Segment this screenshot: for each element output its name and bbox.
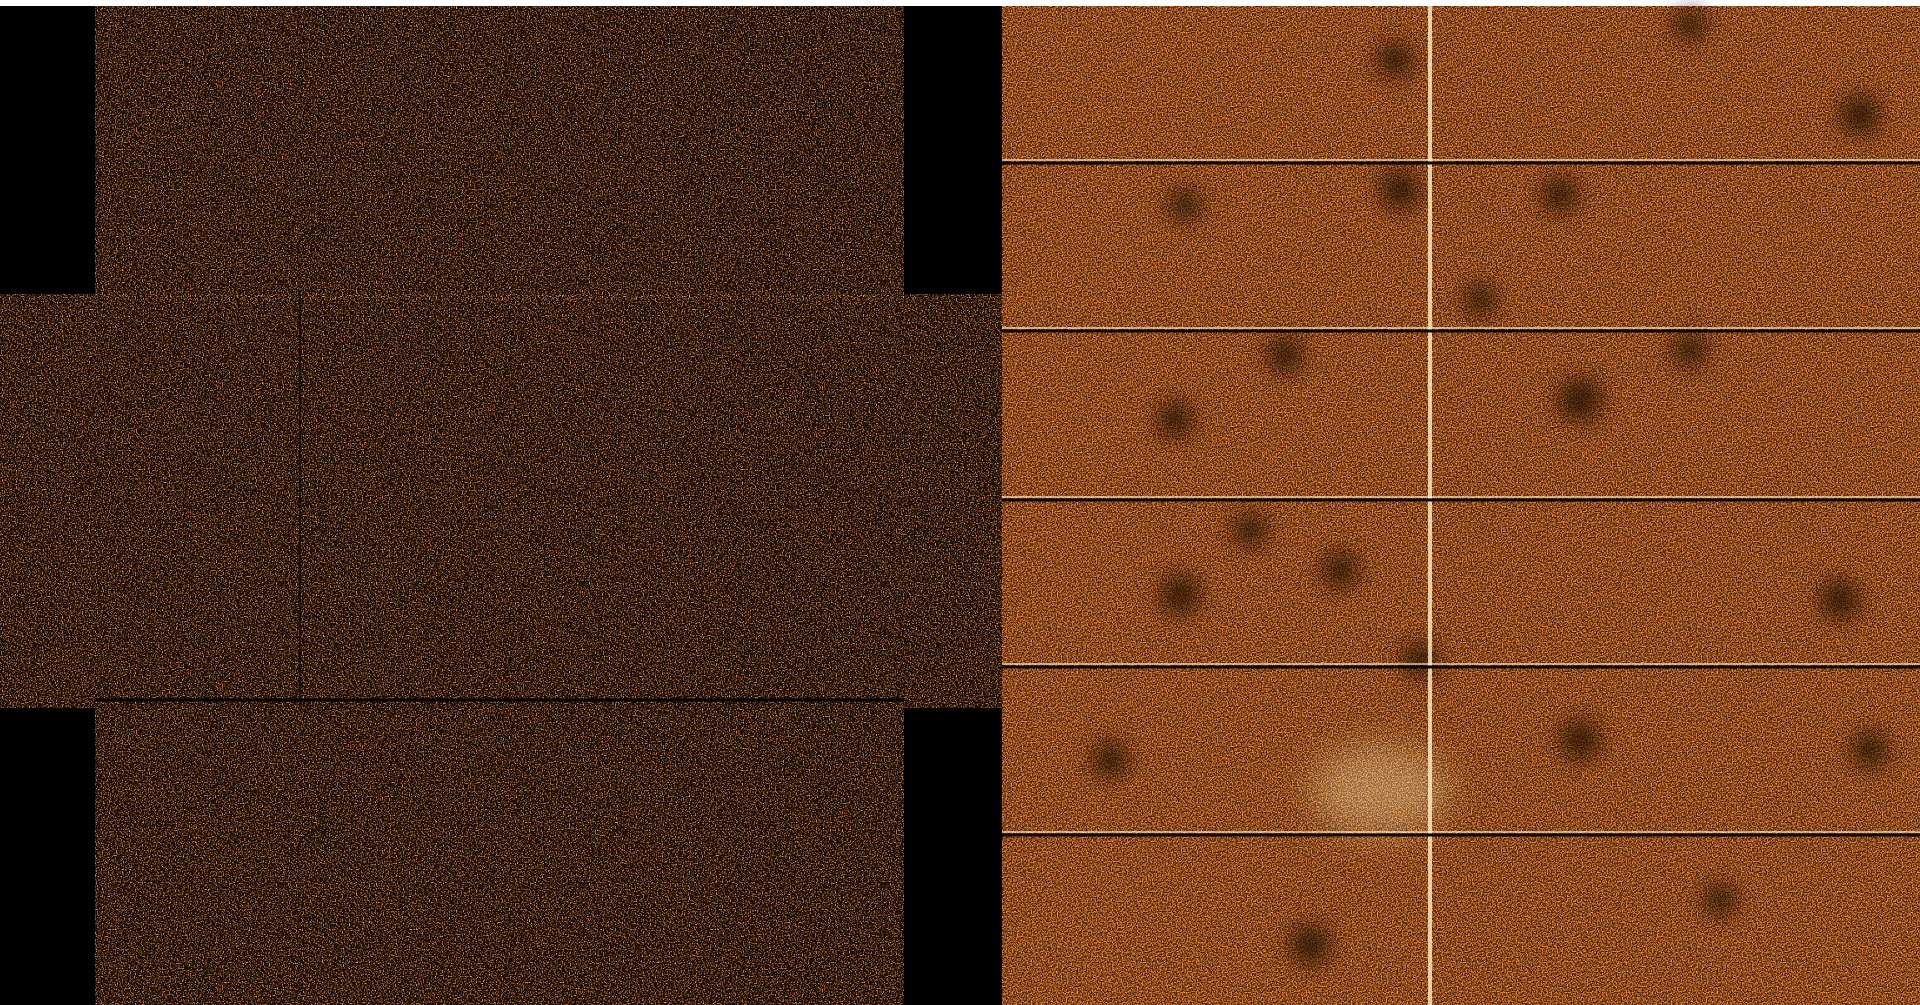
image-pair	[0, 0, 1920, 1005]
spot	[1233, 513, 1267, 547]
bottom-block-noise	[95, 708, 904, 1005]
body: (() => { const data = JSON.parse(documen…	[0, 0, 1920, 1005]
spot	[1673, 333, 1707, 367]
spot	[1377, 42, 1413, 78]
right-noise	[1002, 6, 1920, 1005]
spot	[1160, 575, 1200, 615]
spot	[1322, 552, 1358, 588]
spot	[1704, 884, 1736, 916]
left-panel	[0, 6, 1002, 1005]
middle-block-noise	[0, 294, 1002, 708]
top-block-noise	[95, 6, 904, 300]
spot	[1542, 177, 1578, 213]
right-panel	[1002, 6, 1920, 1005]
spot	[1840, 95, 1880, 135]
spot	[1157, 402, 1193, 438]
spot	[1380, 170, 1420, 210]
spot	[1169, 189, 1201, 221]
spot	[1267, 337, 1303, 373]
spot	[1290, 925, 1330, 965]
spot	[1852, 732, 1888, 768]
spot	[1092, 742, 1128, 778]
spot	[1402, 642, 1438, 678]
spot	[1820, 580, 1860, 620]
page: Detector images {} html, body { margin: …	[0, 0, 1920, 1005]
spot	[1560, 720, 1600, 760]
spot	[1464, 284, 1496, 316]
spot	[1558, 378, 1602, 422]
spot	[1674, 9, 1706, 41]
